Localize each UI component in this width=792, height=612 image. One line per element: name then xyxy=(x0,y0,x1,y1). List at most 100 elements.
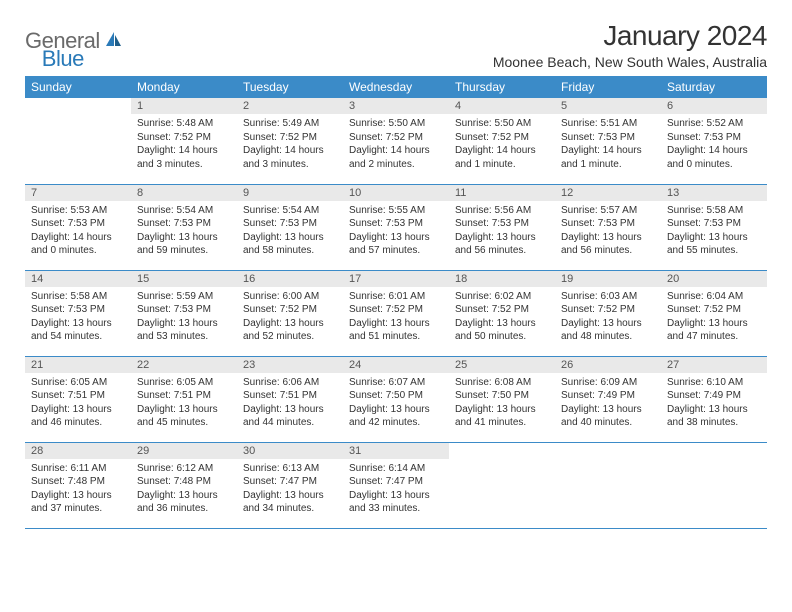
calendar-cell: 8Sunrise: 5:54 AMSunset: 7:53 PMDaylight… xyxy=(131,184,237,270)
sunrise-line: Sunrise: 5:54 AM xyxy=(243,204,337,218)
calendar-cell: 11Sunrise: 5:56 AMSunset: 7:53 PMDayligh… xyxy=(449,184,555,270)
day-number: 4 xyxy=(449,98,555,114)
sunrise-line: Sunrise: 6:04 AM xyxy=(667,290,761,304)
day-number: 24 xyxy=(343,357,449,373)
sunset-line: Sunset: 7:53 PM xyxy=(455,217,549,231)
calendar-cell: 27Sunrise: 6:10 AMSunset: 7:49 PMDayligh… xyxy=(661,356,767,442)
calendar-cell: 13Sunrise: 5:58 AMSunset: 7:53 PMDayligh… xyxy=(661,184,767,270)
daylight-line: Daylight: 14 hours and 0 minutes. xyxy=(31,231,125,258)
calendar-cell: 4Sunrise: 5:50 AMSunset: 7:52 PMDaylight… xyxy=(449,98,555,184)
day-body: Sunrise: 5:50 AMSunset: 7:52 PMDaylight:… xyxy=(343,114,449,174)
day-number: 19 xyxy=(555,271,661,287)
day-body: Sunrise: 5:53 AMSunset: 7:53 PMDaylight:… xyxy=(25,201,131,261)
sunrise-line: Sunrise: 6:02 AM xyxy=(455,290,549,304)
sunrise-line: Sunrise: 6:11 AM xyxy=(31,462,125,476)
weekday-header: Friday xyxy=(555,76,661,98)
sunrise-line: Sunrise: 5:52 AM xyxy=(667,117,761,131)
calendar-cell: . xyxy=(555,442,661,528)
daylight-line: Daylight: 13 hours and 56 minutes. xyxy=(455,231,549,258)
calendar-cell: 7Sunrise: 5:53 AMSunset: 7:53 PMDaylight… xyxy=(25,184,131,270)
weekday-header: Tuesday xyxy=(237,76,343,98)
day-number: 28 xyxy=(25,443,131,459)
sunrise-line: Sunrise: 5:48 AM xyxy=(137,117,231,131)
day-body: Sunrise: 5:52 AMSunset: 7:53 PMDaylight:… xyxy=(661,114,767,174)
daylight-line: Daylight: 13 hours and 51 minutes. xyxy=(349,317,443,344)
daylight-line: Daylight: 13 hours and 56 minutes. xyxy=(561,231,655,258)
location: Moonee Beach, New South Wales, Australia xyxy=(493,54,767,70)
header: General Blue January 2024 Moonee Beach, … xyxy=(25,20,767,70)
calendar-cell: . xyxy=(661,442,767,528)
calendar-cell: 31Sunrise: 6:14 AMSunset: 7:47 PMDayligh… xyxy=(343,442,449,528)
calendar-row: 14Sunrise: 5:58 AMSunset: 7:53 PMDayligh… xyxy=(25,270,767,356)
calendar-cell: 16Sunrise: 6:00 AMSunset: 7:52 PMDayligh… xyxy=(237,270,343,356)
day-body: Sunrise: 5:49 AMSunset: 7:52 PMDaylight:… xyxy=(237,114,343,174)
calendar-cell: 1Sunrise: 5:48 AMSunset: 7:52 PMDaylight… xyxy=(131,98,237,184)
sunrise-line: Sunrise: 6:01 AM xyxy=(349,290,443,304)
sunrise-line: Sunrise: 6:14 AM xyxy=(349,462,443,476)
day-number: 30 xyxy=(237,443,343,459)
calendar-cell: 2Sunrise: 5:49 AMSunset: 7:52 PMDaylight… xyxy=(237,98,343,184)
day-number: 9 xyxy=(237,185,343,201)
sunset-line: Sunset: 7:53 PM xyxy=(349,217,443,231)
day-body: Sunrise: 5:54 AMSunset: 7:53 PMDaylight:… xyxy=(237,201,343,261)
day-body: Sunrise: 6:10 AMSunset: 7:49 PMDaylight:… xyxy=(661,373,767,433)
sunrise-line: Sunrise: 6:05 AM xyxy=(31,376,125,390)
day-number: 31 xyxy=(343,443,449,459)
calendar-cell: 30Sunrise: 6:13 AMSunset: 7:47 PMDayligh… xyxy=(237,442,343,528)
sunset-line: Sunset: 7:52 PM xyxy=(667,303,761,317)
day-number: 13 xyxy=(661,185,767,201)
day-body: Sunrise: 5:58 AMSunset: 7:53 PMDaylight:… xyxy=(661,201,767,261)
calendar-row: 7Sunrise: 5:53 AMSunset: 7:53 PMDaylight… xyxy=(25,184,767,270)
day-body: Sunrise: 5:55 AMSunset: 7:53 PMDaylight:… xyxy=(343,201,449,261)
sunset-line: Sunset: 7:52 PM xyxy=(243,131,337,145)
sunrise-line: Sunrise: 6:07 AM xyxy=(349,376,443,390)
sunset-line: Sunset: 7:52 PM xyxy=(349,303,443,317)
day-body: Sunrise: 6:08 AMSunset: 7:50 PMDaylight:… xyxy=(449,373,555,433)
day-number: 22 xyxy=(131,357,237,373)
sunset-line: Sunset: 7:53 PM xyxy=(31,217,125,231)
sunset-line: Sunset: 7:47 PM xyxy=(349,475,443,489)
day-number: 17 xyxy=(343,271,449,287)
day-body: Sunrise: 6:05 AMSunset: 7:51 PMDaylight:… xyxy=(25,373,131,433)
sunrise-line: Sunrise: 6:06 AM xyxy=(243,376,337,390)
calendar-cell: . xyxy=(449,442,555,528)
day-body: Sunrise: 5:57 AMSunset: 7:53 PMDaylight:… xyxy=(555,201,661,261)
sunrise-line: Sunrise: 5:59 AM xyxy=(137,290,231,304)
daylight-line: Daylight: 13 hours and 54 minutes. xyxy=(31,317,125,344)
weekday-header: Monday xyxy=(131,76,237,98)
day-body: Sunrise: 6:02 AMSunset: 7:52 PMDaylight:… xyxy=(449,287,555,347)
daylight-line: Daylight: 13 hours and 34 minutes. xyxy=(243,489,337,516)
day-number: 21 xyxy=(25,357,131,373)
daylight-line: Daylight: 13 hours and 48 minutes. xyxy=(561,317,655,344)
sunset-line: Sunset: 7:51 PM xyxy=(31,389,125,403)
calendar-cell: 10Sunrise: 5:55 AMSunset: 7:53 PMDayligh… xyxy=(343,184,449,270)
sunset-line: Sunset: 7:53 PM xyxy=(31,303,125,317)
calendar-cell: 12Sunrise: 5:57 AMSunset: 7:53 PMDayligh… xyxy=(555,184,661,270)
daylight-line: Daylight: 13 hours and 37 minutes. xyxy=(31,489,125,516)
daylight-line: Daylight: 14 hours and 1 minute. xyxy=(561,144,655,171)
daylight-line: Daylight: 13 hours and 45 minutes. xyxy=(137,403,231,430)
daylight-line: Daylight: 13 hours and 44 minutes. xyxy=(243,403,337,430)
calendar-cell: 29Sunrise: 6:12 AMSunset: 7:48 PMDayligh… xyxy=(131,442,237,528)
day-number: 1 xyxy=(131,98,237,114)
sunset-line: Sunset: 7:53 PM xyxy=(667,131,761,145)
weekday-header: Thursday xyxy=(449,76,555,98)
day-number: 25 xyxy=(449,357,555,373)
daylight-line: Daylight: 13 hours and 58 minutes. xyxy=(243,231,337,258)
sunset-line: Sunset: 7:53 PM xyxy=(243,217,337,231)
calendar-cell: 19Sunrise: 6:03 AMSunset: 7:52 PMDayligh… xyxy=(555,270,661,356)
calendar-page: General Blue January 2024 Moonee Beach, … xyxy=(0,0,792,549)
day-number: 12 xyxy=(555,185,661,201)
calendar-cell: 20Sunrise: 6:04 AMSunset: 7:52 PMDayligh… xyxy=(661,270,767,356)
calendar-body: .1Sunrise: 5:48 AMSunset: 7:52 PMDayligh… xyxy=(25,98,767,528)
sunset-line: Sunset: 7:53 PM xyxy=(137,217,231,231)
calendar-cell: 24Sunrise: 6:07 AMSunset: 7:50 PMDayligh… xyxy=(343,356,449,442)
sunset-line: Sunset: 7:51 PM xyxy=(137,389,231,403)
day-number: 14 xyxy=(25,271,131,287)
day-body: Sunrise: 6:14 AMSunset: 7:47 PMDaylight:… xyxy=(343,459,449,519)
calendar-cell: 28Sunrise: 6:11 AMSunset: 7:48 PMDayligh… xyxy=(25,442,131,528)
daylight-line: Daylight: 14 hours and 3 minutes. xyxy=(137,144,231,171)
sunset-line: Sunset: 7:49 PM xyxy=(667,389,761,403)
day-number: 15 xyxy=(131,271,237,287)
day-body: Sunrise: 6:09 AMSunset: 7:49 PMDaylight:… xyxy=(555,373,661,433)
